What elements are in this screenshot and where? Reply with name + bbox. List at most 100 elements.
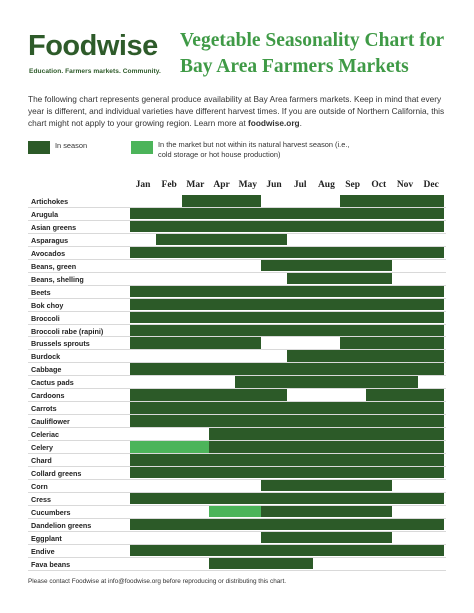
season-cell-feb (156, 389, 183, 401)
season-cell-nov (392, 220, 419, 233)
row-divider (28, 219, 446, 221)
season-cell-aug (313, 531, 340, 544)
legend-in-season-label: In season (55, 141, 88, 150)
season-cell-dec (418, 544, 445, 557)
season-cell-dec (418, 492, 445, 505)
season-cell-jan (130, 207, 157, 220)
legend-in-season-swatch (28, 141, 50, 154)
row-divider (28, 569, 446, 571)
season-cell-oct (365, 544, 392, 557)
season-cell-dec (418, 337, 445, 349)
season-cell-oct (365, 441, 392, 453)
season-cell-feb (156, 492, 183, 505)
season-cell-aug (313, 207, 340, 220)
intro-text: The following chart represents general p… (28, 94, 445, 128)
season-cell-mar (182, 557, 209, 570)
row-label: Arugula (31, 209, 59, 219)
season-cell-jan (130, 272, 157, 285)
season-cell-jul (287, 479, 314, 492)
season-cell-oct (365, 492, 392, 505)
row-divider (28, 375, 446, 377)
row-label: Asparagus (31, 235, 69, 245)
intro-link[interactable]: foodwise.org (248, 118, 300, 128)
table-row: Cabbage (28, 363, 446, 376)
season-cell-jul (287, 233, 314, 246)
row-label: Brussels sprouts (31, 339, 90, 349)
season-cell-apr (208, 389, 235, 401)
season-cell-feb (156, 454, 183, 466)
row-label: Bok choy (31, 300, 64, 310)
season-cell-aug (313, 324, 340, 336)
season-cell-oct (365, 259, 392, 272)
row-label: Beets (31, 287, 51, 297)
season-cell-mar (182, 337, 209, 349)
season-cell-aug (313, 298, 340, 311)
season-cell-jul (287, 311, 314, 324)
season-cell-dec (418, 272, 445, 285)
season-cell-apr (208, 479, 235, 492)
season-cell-jan (130, 428, 157, 440)
season-cell-dec (418, 466, 445, 479)
season-cell-feb (156, 428, 183, 440)
season-cell-jun (261, 298, 288, 311)
season-cell-aug (313, 220, 340, 233)
row-label: Collard greens (31, 468, 82, 478)
season-cell-dec (418, 298, 445, 311)
row-divider (28, 284, 446, 286)
season-cell-apr (208, 337, 235, 349)
season-cell-sep (339, 337, 366, 349)
season-cell-feb (156, 544, 183, 557)
season-cell-nov (392, 441, 419, 453)
season-cell-mar (182, 195, 209, 207)
season-cell-jun (261, 389, 288, 401)
page-title: Vegetable Seasonality Chart for Bay Area… (180, 30, 444, 77)
season-cell-oct (365, 428, 392, 440)
season-cell-jun (261, 402, 288, 414)
season-cell-mar (182, 389, 209, 401)
season-cell-jun (261, 233, 288, 246)
season-cell-dec (418, 311, 445, 324)
season-cell-sep (339, 531, 366, 544)
season-cell-jul (287, 415, 314, 427)
season-cell-feb (156, 337, 183, 349)
season-cell-sep (339, 402, 366, 414)
season-cell-jun (261, 492, 288, 505)
row-divider (28, 310, 446, 312)
season-cell-mar (182, 454, 209, 466)
season-cell-jan (130, 285, 157, 298)
table-row: Asparagus (28, 233, 446, 247)
season-cell-oct (365, 518, 392, 531)
table-row: Beans, shelling (28, 272, 446, 286)
season-cell-jul (287, 466, 314, 479)
season-cell-sep (339, 363, 366, 375)
table-row: Celery (28, 441, 446, 454)
season-cell-nov (392, 324, 419, 336)
season-cell-oct (365, 324, 392, 336)
season-cell-mar (182, 207, 209, 220)
season-cell-feb (156, 259, 183, 272)
season-cell-may (234, 233, 261, 246)
table-row: Eggplant (28, 531, 446, 545)
season-cell-apr (208, 376, 235, 388)
brand-logo: Foodwise (28, 30, 158, 62)
season-cell-jan (130, 337, 157, 349)
season-cell-may (234, 402, 261, 414)
season-cell-oct (365, 389, 392, 401)
season-cell-sep (339, 350, 366, 362)
season-cell-sep (339, 233, 366, 246)
season-cell-aug (313, 259, 340, 272)
season-cell-aug (313, 415, 340, 427)
season-cell-oct (365, 337, 392, 349)
season-cell-aug (313, 518, 340, 531)
season-cell-mar (182, 259, 209, 272)
season-cell-nov (392, 466, 419, 479)
season-cell-jul (287, 505, 314, 518)
season-cell-dec (418, 285, 445, 298)
season-cell-jul (287, 246, 314, 259)
season-cell-sep (339, 492, 366, 505)
season-cell-apr (208, 350, 235, 362)
season-cell-mar (182, 544, 209, 557)
month-nov: Nov (396, 180, 414, 190)
season-cell-may (234, 505, 261, 518)
season-cell-jan (130, 363, 157, 375)
